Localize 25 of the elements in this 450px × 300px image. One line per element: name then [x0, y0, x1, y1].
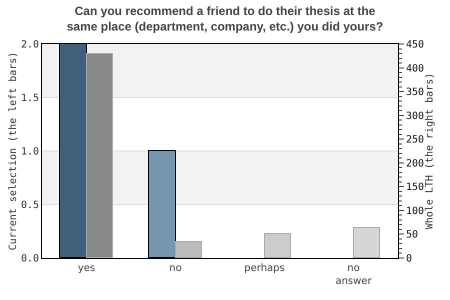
y2-tick-label: 0 — [406, 254, 412, 264]
y-tick-label: 2.0 — [20, 40, 39, 50]
y2-tick-label: 450 — [406, 40, 424, 50]
y2-tick-label: 250 — [406, 134, 424, 146]
y2-tick-label: 300 — [406, 110, 424, 122]
x-tick-label: no — [169, 263, 182, 274]
bar — [264, 233, 291, 258]
y-tick-label: 0.5 — [20, 200, 39, 211]
y-tick-label: 1.5 — [20, 93, 39, 104]
y2-tick-label: 200 — [406, 158, 424, 170]
y-tick-label: 1.0 — [20, 146, 39, 158]
x-tick-label: perhaps — [244, 263, 285, 274]
x-tick-label: no answer — [335, 263, 372, 287]
y2-tick-label: 350 — [406, 87, 424, 98]
y2-tick-label: 400 — [406, 63, 424, 74]
y2-tick-label: 150 — [406, 182, 424, 194]
y-axis-title: Current selection (the left bars) — [8, 52, 19, 250]
chart-title: Can you recommend a friend to do their thesis at the same place (department, company, etc.) you did yours? — [66, 4, 384, 34]
bar — [353, 227, 380, 258]
y2-tick-label: 50 — [406, 230, 418, 241]
bar — [175, 241, 202, 258]
y2-tick-label: 100 — [406, 206, 424, 217]
y-tick-label: 0.0 — [20, 254, 39, 264]
x-tick-label: yes — [78, 263, 96, 274]
y2-axis-title: Whole LTH (the right bars) — [424, 72, 436, 230]
